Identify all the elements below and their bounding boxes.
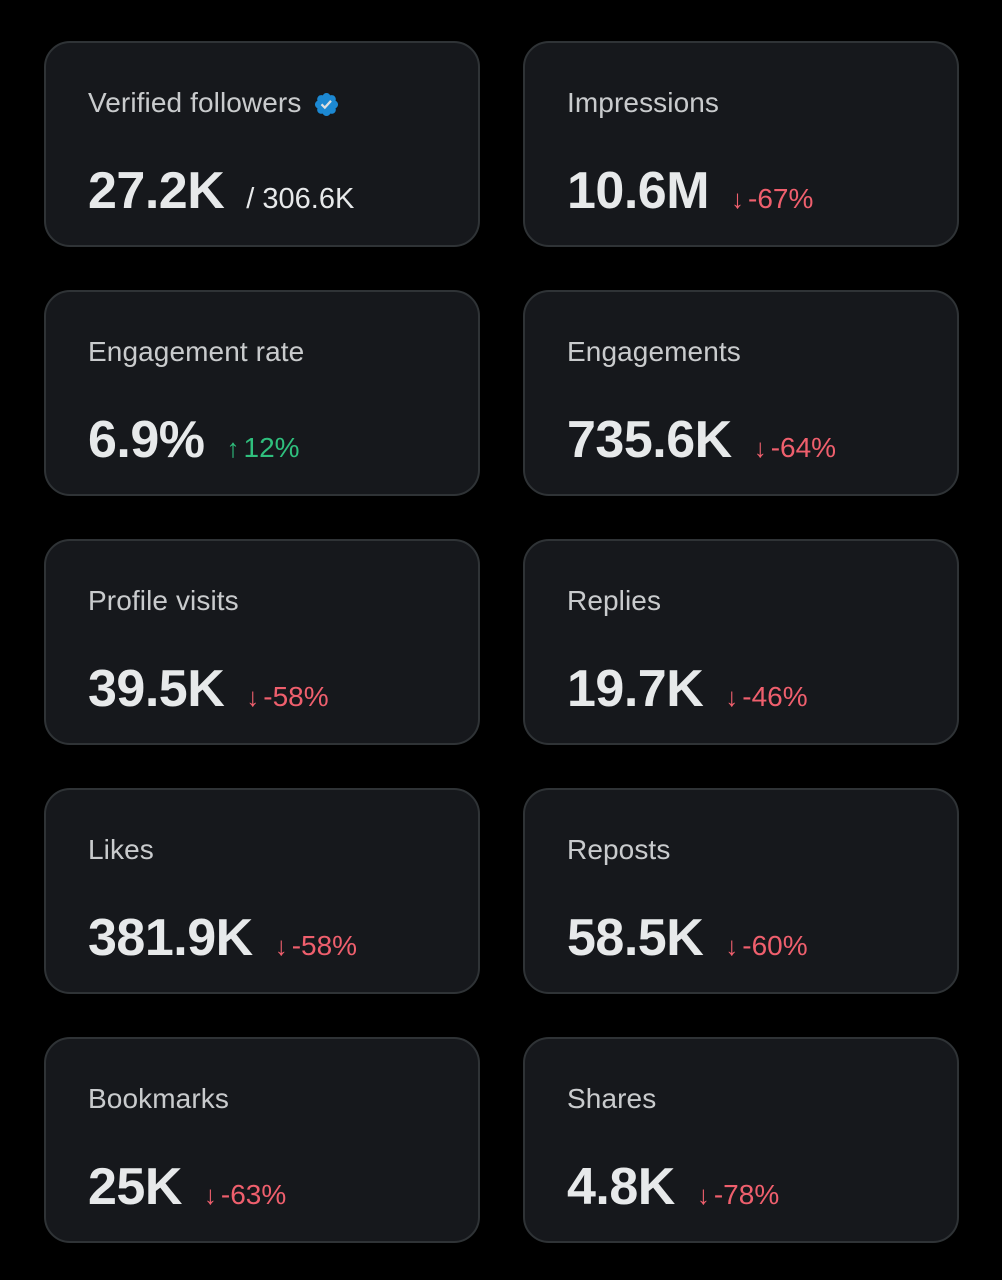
metric-value-row: 58.5K ↓ -60% <box>567 908 808 968</box>
metric-change-value: -63% <box>220 1179 287 1210</box>
arrow-down-icon: ↓ <box>696 1180 710 1210</box>
metric-change-value: -46% <box>742 681 808 712</box>
metric-value: 4.8K <box>567 1158 675 1216</box>
metric-change: ↓ -58% <box>275 930 357 962</box>
arrow-up-icon: ↑ <box>226 433 240 463</box>
metric-value: 19.7K <box>567 660 704 718</box>
metric-card-bookmarks[interactable]: Bookmarks 25K ↓ -63% <box>44 1037 480 1243</box>
metric-value-row: 381.9K ↓ -58% <box>88 908 357 968</box>
metric-value: 25K <box>88 1158 182 1216</box>
metric-card-verified-followers[interactable]: Verified followers 27.2K / 306.6K <box>44 41 480 247</box>
arrow-down-icon: ↓ <box>725 682 739 712</box>
metric-label: Verified followers <box>88 87 302 118</box>
metric-label: Impressions <box>567 87 720 118</box>
metric-card-impressions[interactable]: Impressions 10.6M ↓ -67% <box>523 41 959 247</box>
metric-change: ↓ -60% <box>725 930 807 962</box>
metric-value: 27.2K <box>88 162 225 220</box>
metric-change: ↓ -46% <box>725 681 807 713</box>
metric-change: ↓ -58% <box>246 681 328 713</box>
metric-label: Reposts <box>567 834 671 865</box>
metric-label-wrap: Verified followers <box>88 87 340 119</box>
metric-change-value: -67% <box>748 183 814 214</box>
arrow-down-icon: ↓ <box>731 184 745 214</box>
metric-label: Shares <box>567 1083 657 1114</box>
metric-card-likes[interactable]: Likes 381.9K ↓ -58% <box>44 788 480 994</box>
metric-label: Engagement rate <box>88 336 305 367</box>
metric-change: ↓ -63% <box>204 1179 286 1211</box>
metric-value-row: 6.9% ↑ 12% <box>88 410 300 470</box>
metric-label: Likes <box>88 834 154 865</box>
metric-change-value: -60% <box>742 930 808 961</box>
metric-change: ↓ -78% <box>697 1179 779 1211</box>
metric-value: 6.9% <box>88 411 205 469</box>
metric-card-engagement-rate[interactable]: Engagement rate 6.9% ↑ 12% <box>44 290 480 496</box>
metric-value-row: 4.8K ↓ -78% <box>567 1157 779 1217</box>
metric-change-value: -64% <box>770 432 837 463</box>
metric-card-profile-visits[interactable]: Profile visits 39.5K ↓ -58% <box>44 539 480 745</box>
arrow-down-icon: ↓ <box>203 1180 217 1210</box>
metric-value-row: 735.6K ↓ -64% <box>567 410 836 470</box>
metric-label: Profile visits <box>88 585 239 616</box>
metric-value: 381.9K <box>88 909 253 967</box>
metric-card-engagements[interactable]: Engagements 735.6K ↓ -64% <box>523 290 959 496</box>
metric-label: Replies <box>567 585 662 616</box>
metric-change: ↓ -64% <box>754 432 836 464</box>
metric-label: Engagements <box>567 336 741 367</box>
metric-value-row: 25K ↓ -63% <box>88 1157 286 1217</box>
metric-change-value: 12% <box>243 432 300 463</box>
metric-total: / 306.6K <box>246 183 355 215</box>
metric-change: ↑ 12% <box>227 432 300 464</box>
metric-value-row: 39.5K ↓ -58% <box>88 659 329 719</box>
metric-change-value: -78% <box>713 1179 780 1210</box>
metric-value: 10.6M <box>567 162 710 220</box>
metric-card-shares[interactable]: Shares 4.8K ↓ -78% <box>523 1037 959 1243</box>
arrow-down-icon: ↓ <box>725 931 739 961</box>
metric-change-value: -58% <box>263 681 329 712</box>
metric-card-replies[interactable]: Replies 19.7K ↓ -46% <box>523 539 959 745</box>
metric-value-row: 27.2K / 306.6K <box>88 161 354 221</box>
arrow-down-icon: ↓ <box>246 682 260 712</box>
metric-value: 735.6K <box>567 411 732 469</box>
metric-card-reposts[interactable]: Reposts 58.5K ↓ -60% <box>523 788 959 994</box>
metric-value-row: 19.7K ↓ -46% <box>567 659 808 719</box>
metric-label: Bookmarks <box>88 1083 229 1114</box>
metric-value: 39.5K <box>88 660 225 718</box>
verified-badge-icon <box>315 92 339 117</box>
metric-value: 58.5K <box>567 909 704 967</box>
metric-value-row: 10.6M ↓ -67% <box>567 161 813 221</box>
metric-change-value: -58% <box>291 930 358 961</box>
arrow-down-icon: ↓ <box>753 433 767 463</box>
arrow-down-icon: ↓ <box>274 931 288 961</box>
metric-change: ↓ -67% <box>731 183 813 215</box>
